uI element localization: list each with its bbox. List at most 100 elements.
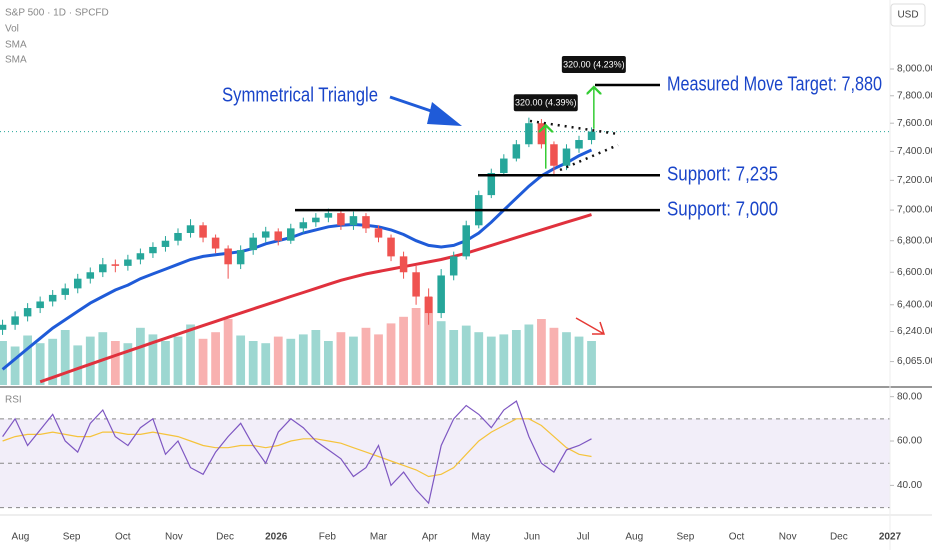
volume-bar <box>110 341 120 385</box>
volume-bar <box>223 319 233 385</box>
candle-body <box>424 296 433 314</box>
y-tick-label: 7,600.00 <box>897 118 932 129</box>
currency-box[interactable] <box>890 3 926 27</box>
candle-body <box>349 216 358 226</box>
x-tick-label: Sep <box>63 532 81 543</box>
volume-bar <box>436 321 446 385</box>
volume-bar <box>10 346 20 385</box>
rsi-pane <box>0 400 890 509</box>
candle-body <box>274 231 283 241</box>
y-tick-label: 7,400.00 <box>897 146 932 157</box>
candle-body <box>587 131 596 141</box>
level-label: Support: 7,000 <box>667 198 778 220</box>
volume-bar <box>136 327 145 385</box>
y-tick-label: 7,800.00 <box>897 90 932 101</box>
currency[interactable]: USD <box>897 10 918 21</box>
candle-body <box>36 301 44 309</box>
volume-bar <box>173 336 183 385</box>
candle-body <box>362 216 370 229</box>
volume-bar <box>461 325 471 385</box>
volume-bar <box>161 341 170 385</box>
volume-bar <box>374 334 383 385</box>
rsi-tick-label: 60.00 <box>897 436 922 447</box>
volume-bar <box>562 332 571 385</box>
rsi-ma-line <box>2 418 592 478</box>
x-tick-label: Aug <box>12 532 30 543</box>
candle-body <box>0 324 7 330</box>
sma-line <box>39 213 592 384</box>
volume-bar <box>323 341 333 385</box>
volume-bar <box>424 297 434 385</box>
volume-bar <box>198 338 208 385</box>
pattern-arrowhead <box>427 102 462 126</box>
chart-title: S&P 500 · 1D · SPCFD <box>5 8 109 19</box>
candle-body <box>525 123 533 145</box>
candle-body <box>48 294 57 302</box>
candle-body <box>224 248 232 265</box>
y-tick-label: 8,000.00 <box>897 64 932 75</box>
candle-body <box>399 256 408 273</box>
candle-body <box>449 256 458 276</box>
range-box <box>561 55 626 73</box>
candle-body <box>99 264 107 273</box>
volume-bar <box>211 332 220 385</box>
legend-sma: SMA <box>5 55 27 66</box>
x-tick-label: Sep <box>677 532 695 543</box>
volume-bar <box>0 341 7 385</box>
candle-body <box>236 250 245 265</box>
candle-body <box>261 231 270 238</box>
x-tick-label: Dec <box>216 532 234 543</box>
x-tick-label: Apr <box>422 532 438 543</box>
candle-body <box>61 288 69 295</box>
volume-bar <box>23 335 33 385</box>
y-tick-label: 6,600.00 <box>897 267 932 278</box>
volume-bar <box>411 308 421 385</box>
candle-body <box>437 275 445 314</box>
x-tick-label: Aug <box>625 532 643 543</box>
volume-bar <box>349 336 358 385</box>
legend-volume: Vol <box>5 24 19 35</box>
candle-body <box>550 144 558 166</box>
volume-bar <box>311 330 321 385</box>
legend-sma: SMA <box>5 40 27 51</box>
x-tick-label: 2027 <box>879 532 902 543</box>
rsi-band <box>0 418 890 508</box>
volume-bar <box>48 338 58 385</box>
y-tick-label: 7,200.00 <box>897 175 932 186</box>
y-tick-label: 6,800.00 <box>897 235 932 246</box>
volume-bar <box>336 332 346 385</box>
candle-body <box>161 240 170 247</box>
volume-bar <box>85 336 95 385</box>
volume-bar <box>273 336 283 385</box>
volume-bar <box>474 332 484 385</box>
candle-body <box>575 140 583 149</box>
range-label: 320.00 (4.23%) <box>563 59 625 69</box>
x-tick-label: 2026 <box>265 532 288 543</box>
candle-body <box>249 237 257 251</box>
candle-body <box>174 232 182 241</box>
candle-body <box>73 278 82 289</box>
volume-bar <box>148 334 158 385</box>
volume-bar <box>248 341 258 385</box>
volume-bar <box>186 324 195 385</box>
candle-body <box>337 213 345 226</box>
volume-bar <box>499 334 509 385</box>
volume-trend-arrow <box>575 317 606 335</box>
y-tick-label: 6,240.00 <box>897 326 932 337</box>
volume-bar <box>511 330 521 385</box>
candle-body <box>124 259 132 266</box>
x-tick-label: Dec <box>830 532 848 543</box>
volume-bar <box>524 324 534 385</box>
candle-body <box>512 144 521 159</box>
rsi-tick-label: 80.00 <box>897 391 922 402</box>
candle-body <box>149 246 157 254</box>
volume-bar <box>60 330 70 385</box>
rsi-tick-label: 40.00 <box>897 480 922 491</box>
candle-body <box>186 225 195 233</box>
candle-body <box>287 228 295 241</box>
x-tick-label: Nov <box>165 532 183 543</box>
volume-bar <box>73 345 83 385</box>
volume-bar <box>123 343 133 385</box>
level-label: Support: 7,235 <box>667 163 778 185</box>
